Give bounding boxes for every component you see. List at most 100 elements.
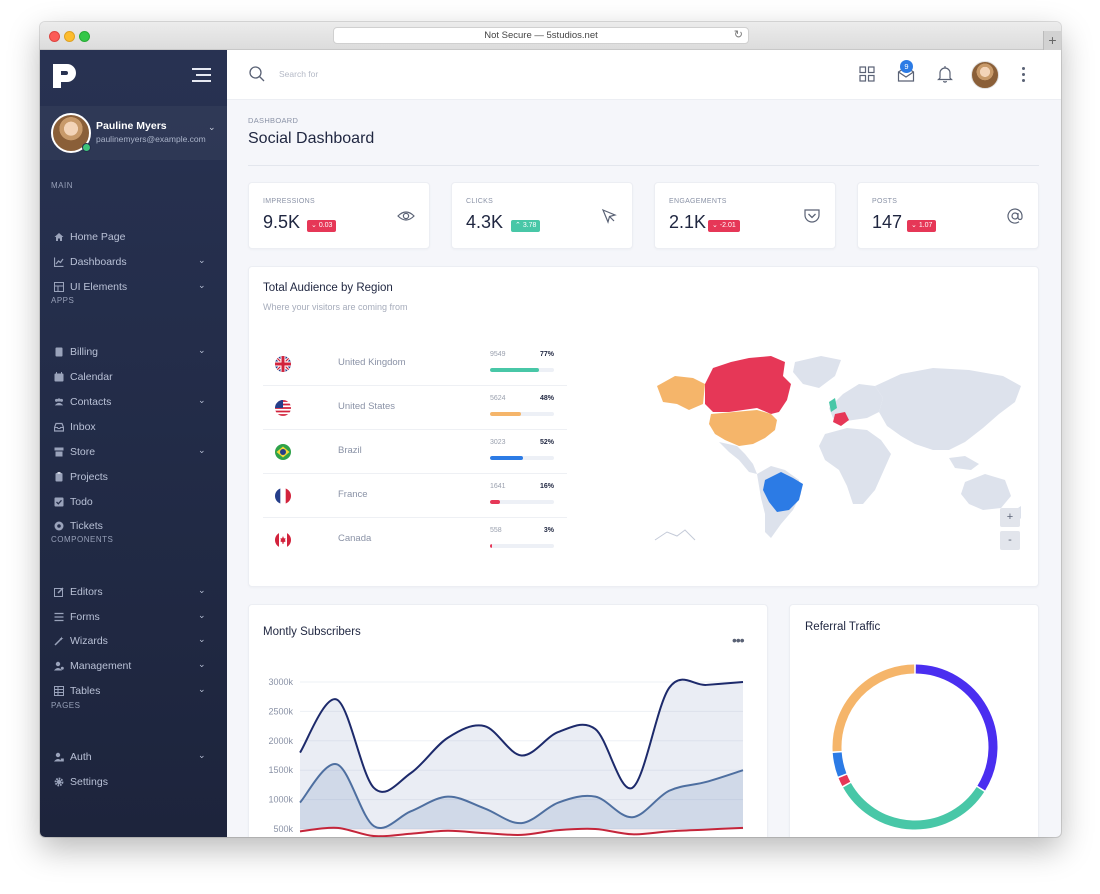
section-label-main: MAIN bbox=[51, 181, 73, 190]
magic-wand-icon bbox=[54, 636, 64, 646]
sidebar-item-tickets[interactable]: Tickets bbox=[40, 515, 227, 537]
y-tick-label: 1000k bbox=[268, 795, 293, 805]
map-region-africa bbox=[819, 428, 891, 504]
series-line bbox=[299, 826, 744, 837]
edit-icon bbox=[54, 587, 64, 597]
zoom-window-button[interactable] bbox=[79, 31, 90, 42]
address-bar[interactable]: Not Secure — 5studios.net ↻ bbox=[333, 27, 749, 44]
search-input[interactable] bbox=[279, 66, 479, 82]
sidebar-item-wizards[interactable]: Wizards ⌄ bbox=[40, 630, 227, 652]
menu-toggle-icon[interactable] bbox=[192, 68, 211, 82]
reload-icon[interactable]: ↻ bbox=[733, 29, 743, 41]
new-tab-button[interactable]: + bbox=[1043, 31, 1061, 50]
visitor-count: 1641 bbox=[490, 483, 506, 490]
breadcrumb: DASHBOARD bbox=[248, 116, 299, 125]
chevron-down-icon: ⌄ bbox=[198, 395, 206, 405]
sidebar-item-store[interactable]: Store ⌄ bbox=[40, 441, 227, 463]
more-options-icon[interactable]: ••• bbox=[732, 632, 745, 648]
sidebar-item-dashboards[interactable]: Dashboards ⌄ bbox=[40, 251, 227, 273]
visitor-count: 558 bbox=[490, 527, 502, 534]
file-icon bbox=[55, 347, 63, 357]
map-region-mexico bbox=[719, 442, 757, 474]
address-bar-text: Not Secure — 5studios.net bbox=[484, 30, 598, 41]
sidebar-item-label: Store bbox=[70, 446, 96, 458]
inbox-icon bbox=[54, 422, 64, 432]
sidebar-item-auth[interactable]: Auth ⌄ bbox=[40, 746, 227, 768]
region-row: United States 5624 48% bbox=[263, 386, 567, 430]
progress-bar bbox=[490, 456, 554, 460]
uk-flag-icon bbox=[275, 356, 291, 372]
pocket-icon bbox=[804, 209, 820, 223]
card-subtitle: Where your visitors are coming from bbox=[263, 302, 408, 312]
close-window-button[interactable] bbox=[49, 31, 60, 42]
country-name: Canada bbox=[338, 533, 372, 544]
visitor-count: 3023 bbox=[490, 439, 506, 446]
more-options-icon[interactable] bbox=[1022, 67, 1026, 83]
stat-change-badge: ⌄ 1.07 bbox=[907, 220, 937, 232]
store-icon bbox=[54, 447, 64, 457]
visitor-percent: 16% bbox=[539, 483, 554, 490]
list-icon bbox=[54, 612, 64, 622]
visitor-percent: 52% bbox=[539, 439, 554, 446]
sidebar-item-tables[interactable]: Tables ⌄ bbox=[40, 680, 227, 702]
sidebar-item-home[interactable]: Home Page bbox=[40, 226, 227, 248]
user-avatar-button[interactable] bbox=[971, 61, 999, 89]
chevron-down-icon: ⌄ bbox=[198, 610, 206, 620]
region-row: United Kingdom 9549 77% bbox=[263, 342, 567, 386]
france-flag-icon bbox=[275, 488, 291, 504]
map-region-brazil bbox=[763, 472, 803, 512]
stat-change-badge: ⌄ 0.03 bbox=[307, 220, 337, 232]
sidebar-item-calendar[interactable]: Calendar bbox=[40, 366, 227, 388]
sidebar-item-label: Settings bbox=[70, 776, 108, 788]
stat-label: IMPRESSIONS bbox=[263, 198, 315, 205]
map-zoom-in-button[interactable]: + bbox=[1000, 508, 1020, 527]
map-region-southeast-asia bbox=[949, 456, 979, 470]
country-name: Brazil bbox=[338, 445, 362, 456]
card-title: Referral Traffic bbox=[805, 621, 881, 633]
grid-icon bbox=[54, 282, 64, 292]
sidebar-item-label: Tables bbox=[70, 685, 101, 697]
bell-icon[interactable] bbox=[936, 65, 954, 83]
section-label-pages: PAGES bbox=[51, 701, 81, 710]
apps-grid-icon[interactable] bbox=[858, 65, 876, 83]
stat-value: 2.1K bbox=[669, 212, 707, 232]
sidebar-item-billing[interactable]: Billing ⌄ bbox=[40, 341, 227, 363]
search-icon[interactable] bbox=[249, 66, 265, 82]
sidebar-item-label: Management bbox=[70, 660, 132, 672]
stat-card-posts: POSTS 147 ⌄ 1.07 bbox=[857, 182, 1039, 249]
chevron-down-icon[interactable]: ⌄ bbox=[208, 122, 216, 132]
minimize-window-button[interactable] bbox=[64, 31, 75, 42]
sidebar-item-label: Todo bbox=[70, 496, 93, 508]
sidebar-item-projects[interactable]: Projects bbox=[40, 466, 227, 488]
map-region-australia bbox=[961, 474, 1011, 510]
stat-value: 9.5K bbox=[263, 212, 301, 232]
canada-flag-icon bbox=[275, 532, 291, 548]
map-region-france bbox=[833, 412, 849, 426]
sidebar-item-management[interactable]: Management ⌄ bbox=[40, 655, 227, 677]
table-icon bbox=[54, 686, 64, 696]
brand-logo[interactable] bbox=[50, 60, 80, 90]
sidebar-item-todo[interactable]: Todo bbox=[40, 491, 227, 513]
sidebar-item-forms[interactable]: Forms ⌄ bbox=[40, 606, 227, 628]
sidebar-item-settings[interactable]: Settings bbox=[40, 771, 227, 793]
sidebar-item-ui-elements[interactable]: UI Elements ⌄ bbox=[40, 276, 227, 298]
sidebar-item-label: Contacts bbox=[70, 396, 112, 408]
country-name: United States bbox=[338, 401, 396, 412]
map-zoom-out-button[interactable]: - bbox=[1000, 531, 1020, 550]
sidebar-item-label: Home Page bbox=[70, 231, 126, 243]
sidebar-item-contacts[interactable]: Contacts ⌄ bbox=[40, 391, 227, 413]
home-icon bbox=[54, 233, 64, 241]
sidebar-item-editors[interactable]: Editors ⌄ bbox=[40, 581, 227, 603]
user-profile[interactable]: Pauline Myers paulinemyers@example.com ⌄ bbox=[40, 106, 227, 160]
sidebar-item-inbox[interactable]: Inbox bbox=[40, 416, 227, 438]
region-row: France 1641 16% bbox=[263, 474, 567, 518]
sidebar-item-label: Inbox bbox=[70, 421, 96, 433]
users-icon bbox=[54, 398, 64, 406]
audience-region-card: Total Audience by Region Where your visi… bbox=[248, 266, 1039, 587]
sidebar-item-label: Calendar bbox=[70, 371, 113, 383]
world-map[interactable] bbox=[653, 354, 1025, 544]
donut-slice bbox=[915, 664, 998, 791]
at-sign-icon bbox=[1007, 208, 1023, 224]
avatar bbox=[51, 113, 91, 153]
brazil-flag-icon bbox=[275, 444, 291, 460]
